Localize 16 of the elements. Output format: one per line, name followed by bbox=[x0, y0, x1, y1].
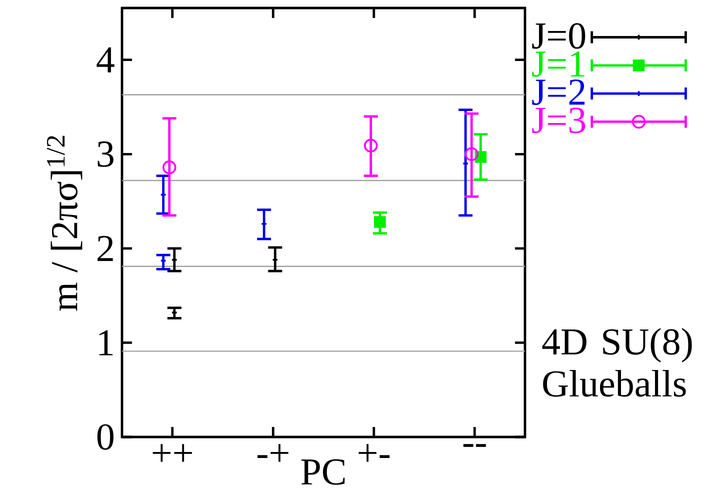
legend-label: J=2 bbox=[532, 79, 585, 106]
x-tick-label: ++ bbox=[152, 444, 192, 462]
y-tick-label: 3 bbox=[98, 141, 114, 167]
y-axis-title: m / [2πσ]$^{1/2}$ bbox=[46, 136, 82, 311]
y-tick-label: 0 bbox=[97, 424, 114, 450]
legend-label: J=3 bbox=[532, 108, 586, 134]
y-tick-label: 2 bbox=[98, 236, 113, 262]
y-tick-label: 1 bbox=[99, 330, 113, 356]
y-tick-label: 4 bbox=[96, 47, 114, 72]
x-axis-title: PC bbox=[301, 459, 345, 485]
x-tick-label: -- bbox=[463, 444, 486, 447]
x-tick-label: -+ bbox=[257, 444, 288, 462]
legend-label: J=0 bbox=[532, 23, 586, 49]
text: 4D SU(8) Glueballs bbox=[542, 328, 692, 397]
x-tick-label: +- bbox=[358, 444, 390, 462]
legend-label: J=1 bbox=[532, 51, 584, 77]
